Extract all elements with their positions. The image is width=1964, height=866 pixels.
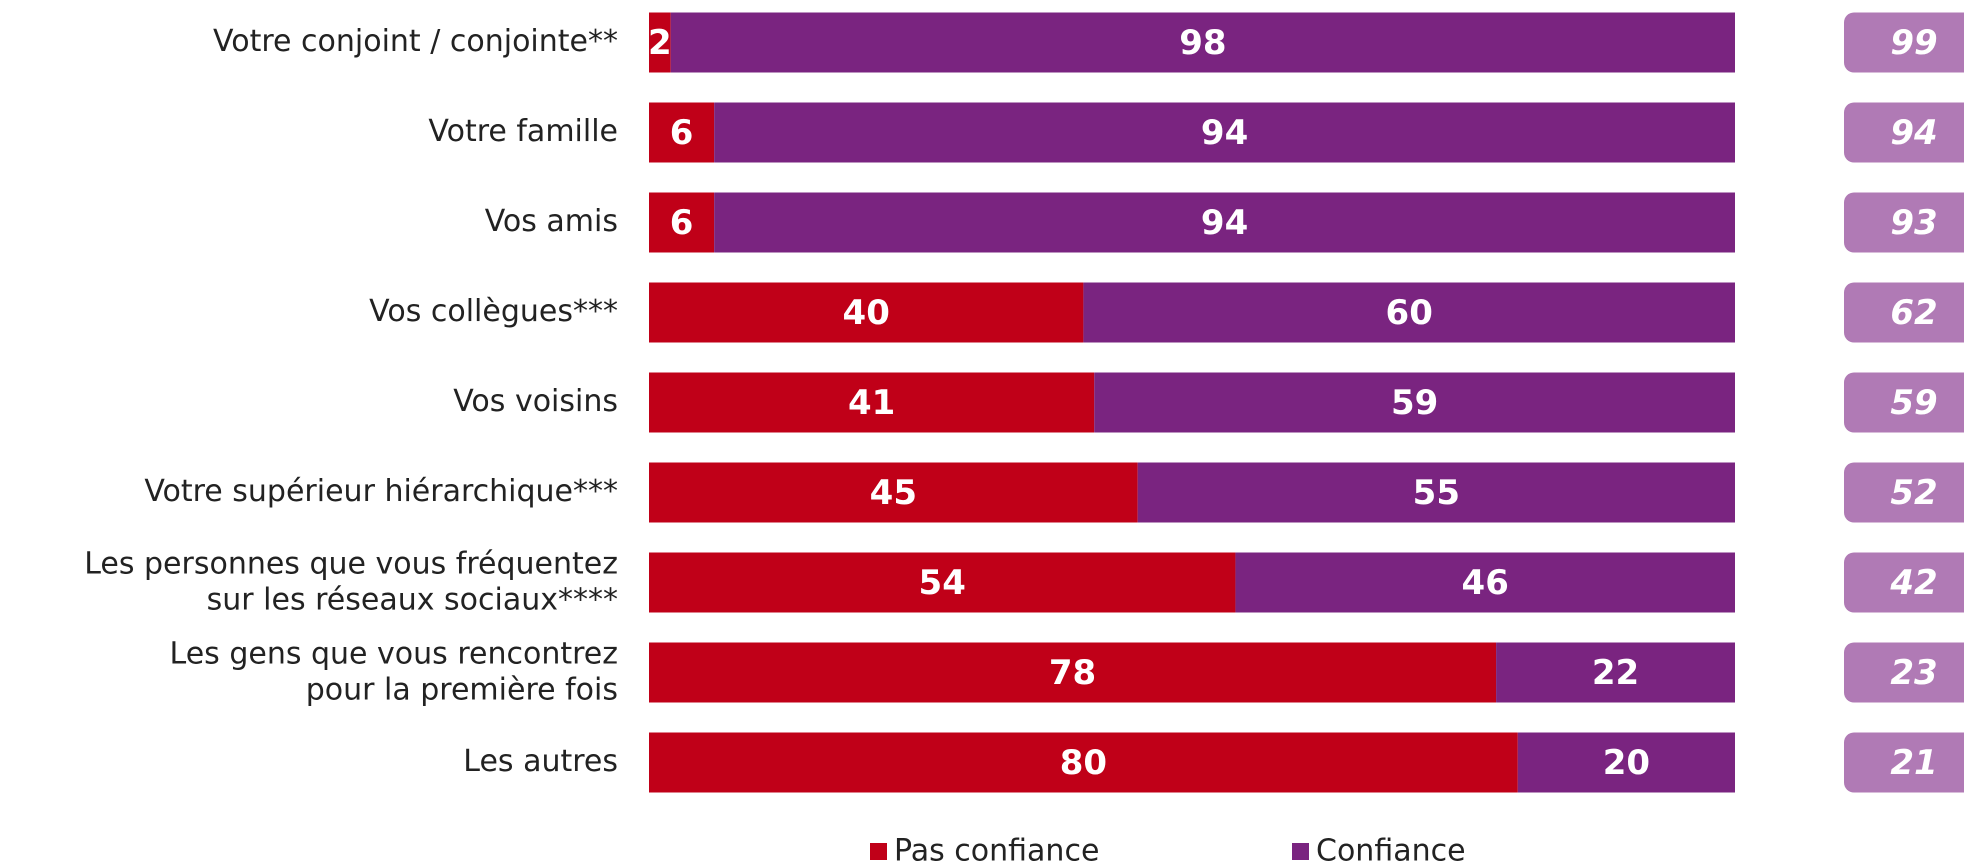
data-label: 6 (670, 203, 694, 243)
bar-segment (1137, 462, 1735, 523)
legend-label: Pas confiance (894, 834, 1099, 866)
bar-segment (1496, 642, 1735, 703)
badge (1844, 12, 1964, 73)
data-label: 78 (1049, 653, 1096, 693)
bar-segment (649, 102, 715, 163)
bar-segment (670, 12, 1735, 73)
data-label: 6 (670, 113, 694, 153)
bar-segment (714, 102, 1735, 163)
bar-segment (649, 552, 1236, 613)
data-label: 60 (1386, 293, 1433, 333)
badge-label: 42 (1889, 563, 1937, 603)
legend-swatch (870, 843, 887, 860)
data-label: 59 (1391, 383, 1438, 423)
data-label: 20 (1603, 743, 1650, 783)
badge (1844, 732, 1964, 793)
bar-segment (649, 282, 1084, 343)
bar-segment (714, 192, 1735, 253)
badge-label: 62 (1890, 293, 1937, 333)
data-label: 22 (1592, 653, 1639, 693)
bar-segment (649, 12, 671, 73)
category-label: Votre conjoint / conjointe** (213, 24, 618, 59)
legend-label: Confiance (1316, 834, 1466, 866)
data-label: 40 (843, 293, 890, 333)
category-label: Votre supérieur hiérarchique*** (144, 474, 618, 509)
badge (1844, 102, 1964, 163)
category-label: Les gens que vous rencontrez pour la prem… (170, 636, 618, 707)
legend-swatch (1292, 843, 1309, 860)
badge-label: 52 (1890, 473, 1937, 513)
badge (1844, 192, 1964, 253)
bar-segment (649, 732, 1518, 793)
badge-label: 59 (1890, 383, 1937, 423)
badge (1844, 462, 1964, 523)
badge (1844, 372, 1964, 433)
bar-segment (649, 192, 715, 253)
category-label: Vos collègues*** (369, 294, 618, 329)
bar-segment (649, 372, 1095, 433)
category-label: Les personnes que vous fréquentez sur les… (84, 546, 618, 617)
bar-segment (649, 462, 1138, 523)
badge-label: 93 (1890, 203, 1937, 243)
data-label: 94 (1201, 203, 1248, 243)
data-label: 45 (870, 473, 917, 513)
data-label: 54 (919, 563, 966, 603)
data-label: 80 (1060, 743, 1107, 783)
badge-label: 94 (1890, 113, 1937, 153)
data-label: 46 (1462, 563, 1509, 603)
category-label: Vos amis (485, 204, 618, 239)
badge-label: 21 (1890, 743, 1937, 783)
data-label: 55 (1413, 473, 1460, 513)
bar-segment (1094, 372, 1735, 433)
data-label: 98 (1179, 23, 1226, 63)
badge (1844, 642, 1964, 703)
data-label: 2 (648, 23, 672, 63)
badge-label: 99 (1890, 23, 1937, 63)
category-label: Vos voisins (453, 384, 618, 419)
bar-segment (1517, 732, 1735, 793)
category-label: Votre famille (428, 114, 618, 149)
bar-segment (1083, 282, 1735, 343)
category-label: Les autres (463, 744, 618, 779)
bar-segment (649, 642, 1497, 703)
data-label: 41 (848, 383, 895, 423)
bar-segment (1235, 552, 1735, 613)
badge (1844, 282, 1964, 343)
badge (1844, 552, 1964, 613)
data-label: 94 (1201, 113, 1248, 153)
badge-label: 23 (1890, 653, 1937, 693)
